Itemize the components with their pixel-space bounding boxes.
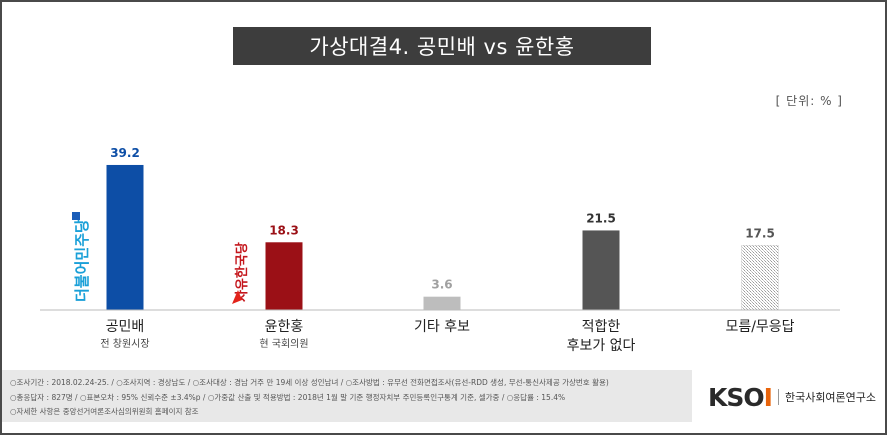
value-label-1: 39.2 <box>110 146 140 160</box>
value-label-5: 17.5 <box>745 226 775 240</box>
value-label-2: 18.3 <box>269 223 299 237</box>
category-label-line: 모름/무응답 <box>725 319 795 335</box>
bar-3 <box>423 296 461 310</box>
footer-line-1: ○조사기간 : 2018.02.24-25. / ○조사지역 : 경상남도 / … <box>10 378 609 387</box>
value-label-4: 21.5 <box>586 211 616 225</box>
logo-name: 한국사회여론연구소 <box>777 389 876 405</box>
unit-label: [ 단위: % ] <box>775 94 843 108</box>
footer-line-2: ○총응답자 : 827명 / ○표본오차 : 95% 신뢰수준 ±3.4%p /… <box>10 393 566 402</box>
bar-5 <box>741 245 779 311</box>
category-label-3: 기타 후보 <box>367 318 517 337</box>
bar-4 <box>582 230 620 310</box>
category-label-line: 기타 후보 <box>414 319 470 335</box>
svg-text:자유한국당: 자유한국당 <box>234 242 250 302</box>
bar-1 <box>106 164 144 310</box>
category-label-line: 윤한홍 <box>264 319 304 335</box>
ksoi-logo: KSOI 한국사회여론연구소 <box>708 382 876 412</box>
chart-title: 가상대결4. 공민배 vs 윤한홍 <box>233 27 651 65</box>
logo-mark: KSOI <box>708 382 773 412</box>
category-label-line: 후보가 없다 <box>566 338 636 354</box>
category-label-5: 모름/무응답 <box>685 318 835 337</box>
category-label-line: 공민배 <box>105 319 145 335</box>
party-logo-democratic: 더불어민주당 <box>72 212 91 302</box>
bar-2 <box>265 242 303 310</box>
party-logo-liberty-korea: 자유한국당 <box>232 242 250 304</box>
footer-line-3: ○자세한 사항은 중앙선거여론조사심의위원회 홈페이지 참조 <box>10 407 199 416</box>
svg-text:더불어민주당: 더불어민주당 <box>73 219 91 302</box>
category-subtitle: 전 창원시장 <box>100 339 150 350</box>
survey-info-footer: ○조사기간 : 2018.02.24-25. / ○조사지역 : 경상남도 / … <box>2 370 692 422</box>
value-label-3: 3.6 <box>431 278 452 292</box>
category-subtitle: 현 국회의원 <box>259 339 309 350</box>
category-label-line: 적합한 <box>581 319 621 335</box>
